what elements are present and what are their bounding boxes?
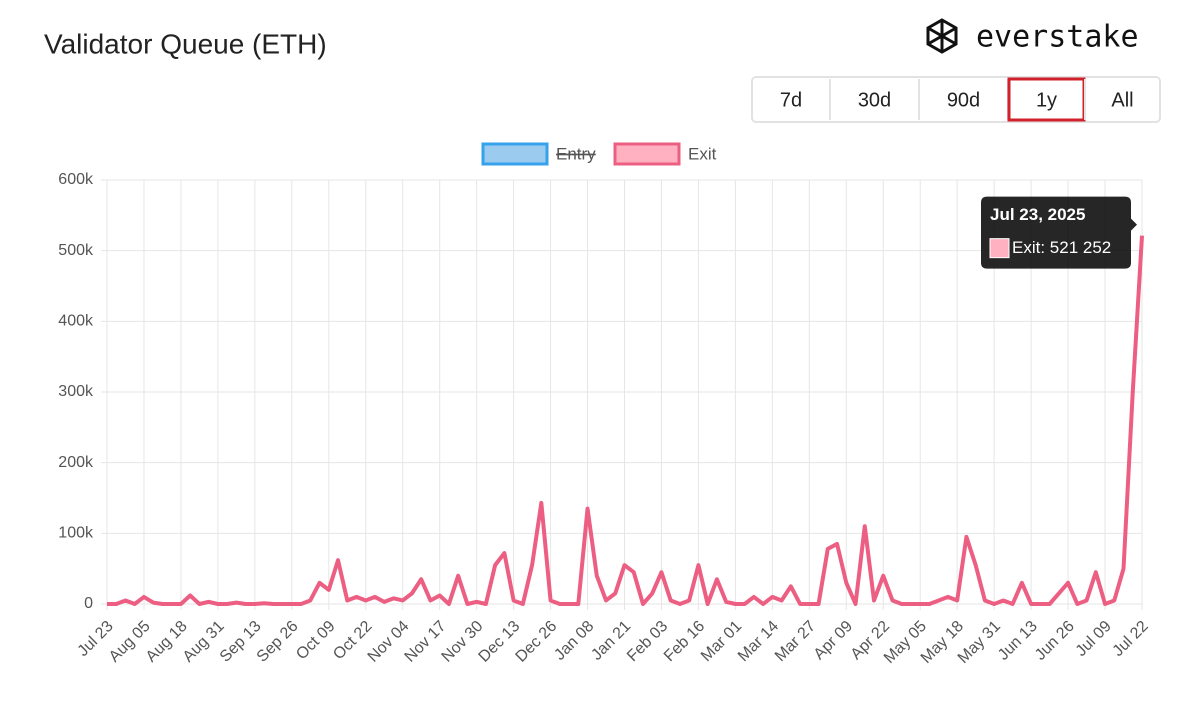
brand-name: everstake — [976, 20, 1139, 55]
y-tick-label: 500k — [58, 242, 94, 259]
y-tick-label: 100k — [58, 525, 94, 542]
tooltip-swatch — [989, 238, 1010, 259]
legend-label[interactable]: Exit — [688, 144, 717, 163]
y-tick-label: 600k — [58, 171, 94, 188]
tooltip-title: Jul 23, 2025 — [990, 205, 1085, 224]
range-button-label[interactable]: All — [1111, 89, 1133, 111]
series-line — [107, 235, 1144, 606]
y-tick-label: 200k — [58, 454, 94, 471]
legend-swatch[interactable] — [481, 142, 549, 166]
range-button-label[interactable]: 30d — [858, 89, 891, 111]
brand-logo — [926, 18, 958, 54]
range-button-label[interactable]: 7d — [780, 89, 802, 111]
range-selector — [751, 76, 1161, 123]
y-tick-label: 300k — [58, 383, 94, 400]
tooltip-box — [981, 196, 1137, 269]
tooltip-label: Exit: 521 252 — [1012, 238, 1111, 257]
legend-label[interactable]: Entry — [556, 144, 596, 163]
y-tick-label: 400k — [58, 313, 94, 330]
y-tick-label: 0 — [84, 595, 93, 612]
range-button-label[interactable]: 90d — [947, 89, 980, 111]
page-title: Validator Queue (ETH) — [44, 28, 327, 59]
legend-swatch[interactable] — [613, 142, 681, 166]
range-button-label[interactable]: 1y — [1036, 89, 1057, 111]
